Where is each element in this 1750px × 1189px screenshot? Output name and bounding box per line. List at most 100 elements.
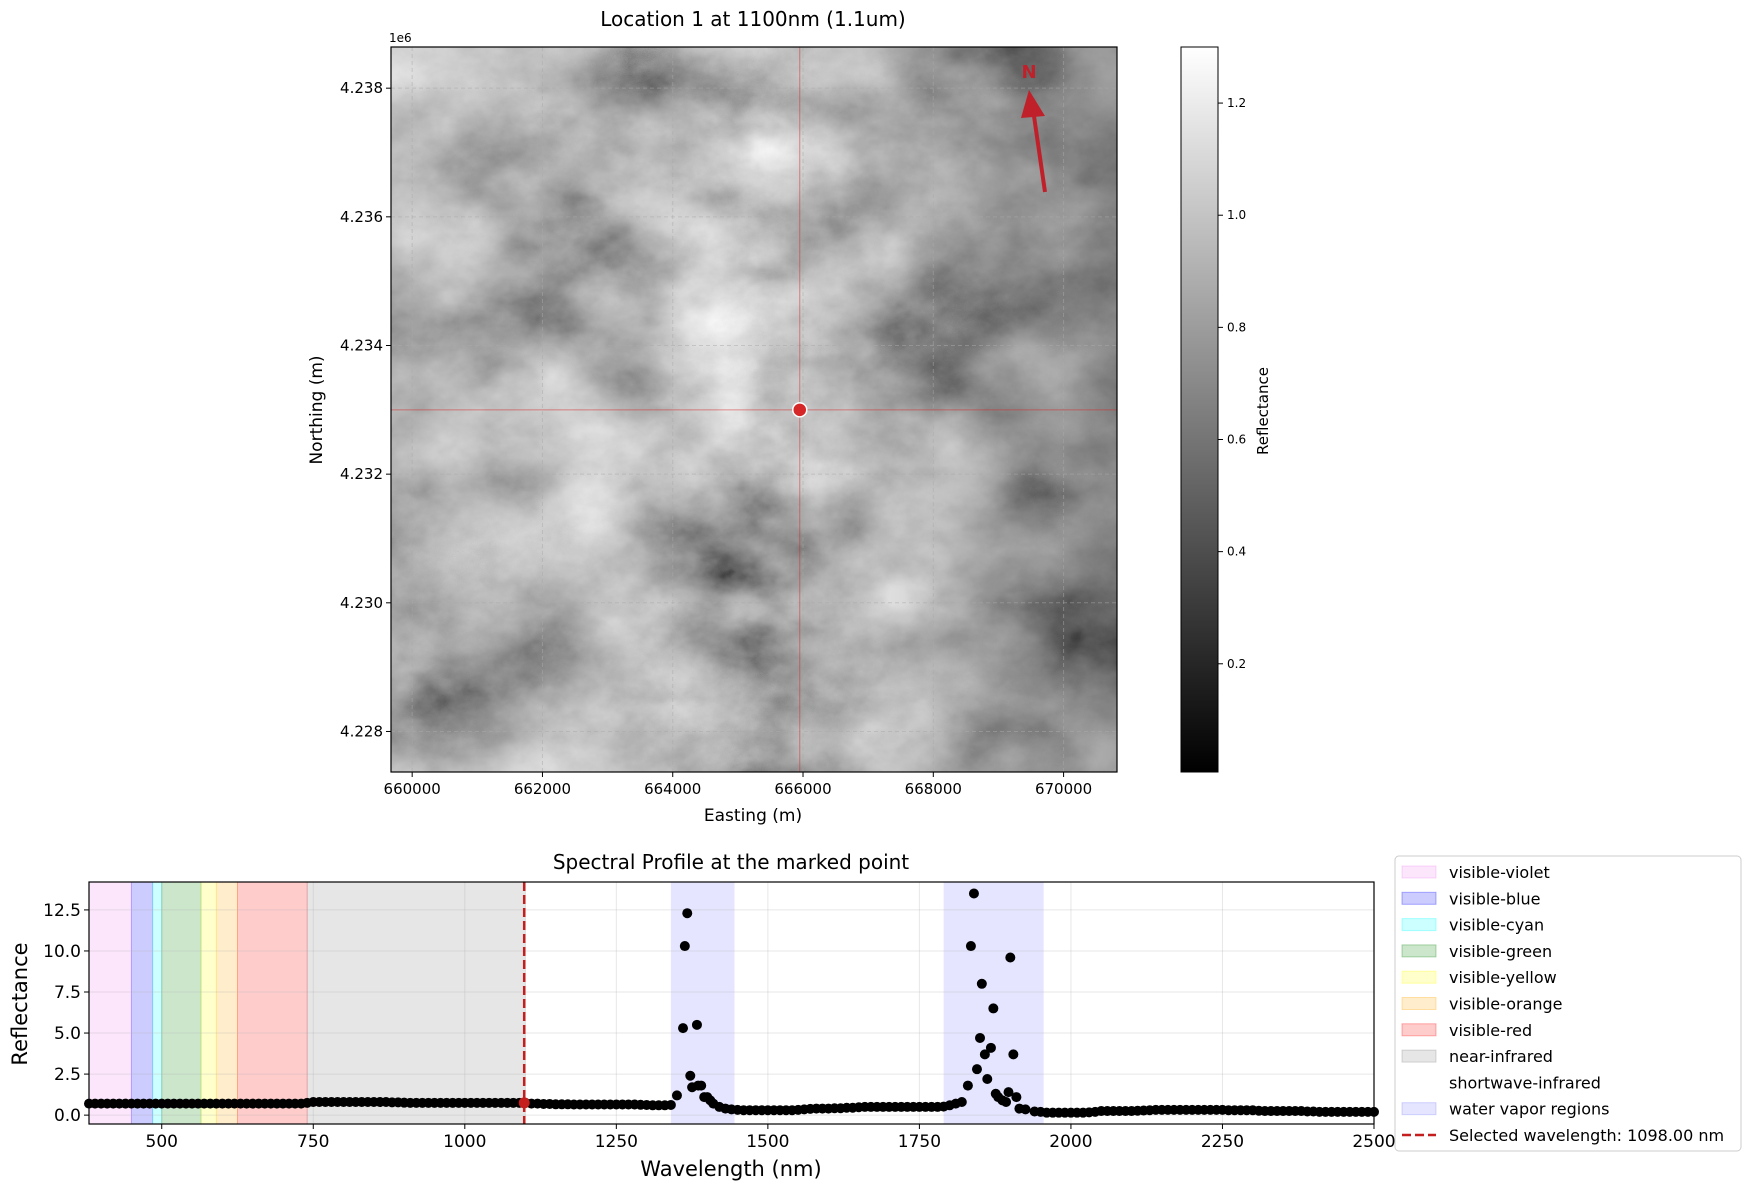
map-xtick-label: 668000 (905, 780, 962, 798)
legend-swatch-visible-orange (1401, 997, 1437, 1010)
spectral-point (665, 1099, 676, 1110)
region-visible-violet (88, 881, 132, 1125)
spectral-point (982, 1074, 993, 1085)
legend-swatch-near-infrared (1401, 1049, 1437, 1063)
colorbar-tick-label: 1.0 (1227, 208, 1246, 222)
legend: visible-violet visible-blue visible-cyan vi… (1394, 855, 1742, 1152)
spectral-ytick-label: 10.0 (43, 942, 81, 962)
spectral-point (965, 941, 976, 952)
spectral-point (691, 1019, 702, 1030)
spectral-xlabel: Wavelength (nm) (640, 1157, 821, 1181)
spectral-point (979, 1049, 990, 1060)
spectral-ytick-label: 0.0 (54, 1106, 81, 1126)
spectral-ytick-label: 2.5 (54, 1065, 81, 1085)
legend-swatch-water vapor regions (1401, 1102, 1437, 1116)
legend-swatch-visible-green (1401, 944, 1437, 958)
spectral-point (968, 888, 979, 899)
spectral-xtick-label: 1500 (746, 1132, 789, 1152)
reflectance-map: N 660000 662000 664000 666000 668000 670000 4.… (340, 46, 1118, 798)
spectral-point (975, 1032, 986, 1043)
map-ticks: 660000 662000 664000 666000 668000 670000 4.22… (340, 79, 1092, 798)
spectral-point (985, 1042, 996, 1053)
spectral-xtick-label: 1250 (595, 1132, 638, 1152)
legend-label: visible-cyan (1449, 916, 1544, 935)
map-xtick-label: 666000 (774, 780, 831, 798)
spectral-point (685, 1070, 696, 1081)
spectral-ytick-label: 5.0 (54, 1024, 81, 1044)
spectral-regions (88, 881, 1044, 1125)
spectral-point (678, 1023, 689, 1034)
map-ytick-label: 4.232 (340, 465, 383, 483)
legend-label: Selected wavelength: 1098.00 nm (1449, 1126, 1724, 1145)
spectral-point (956, 1097, 967, 1107)
map-frame (390, 46, 1118, 773)
spectral-ylabel: Reflectance (8, 942, 32, 1065)
map-xtick-label: 670000 (1035, 780, 1092, 798)
spectral-point (988, 1003, 999, 1014)
spectral-points (84, 888, 1379, 1118)
map-ylabel: Northing (m) (307, 355, 327, 464)
region-visible-green (161, 881, 202, 1125)
legend-swatch-visible-cyan (1401, 918, 1437, 932)
colorbar: 0.2 0.4 0.6 0.8 1.0 1.2 Reflectance (1180, 46, 1272, 773)
region-visible-cyan (152, 881, 163, 1125)
colorbar-tick-label: 0.4 (1227, 545, 1246, 559)
region-water-vapor (943, 882, 1044, 1124)
spectral-ytick-label: 12.5 (43, 901, 81, 921)
selected-point (518, 1097, 530, 1109)
spectral-ticks: 500 750 1000 1250 1500 1750 2000 2250 2500 0.0 2.5… (43, 901, 1395, 1152)
map-ytick-label: 4.236 (340, 208, 383, 226)
spectral-point (1005, 952, 1016, 963)
legend-label: visible-green (1449, 942, 1552, 961)
legend-label: visible-yellow (1449, 968, 1557, 987)
spectral-grid (89, 882, 1375, 1124)
map-ytick-label: 4.230 (340, 594, 383, 612)
colorbar-tick-label: 0.2 (1227, 657, 1246, 671)
colorbar-tick-label: 1.2 (1227, 96, 1246, 110)
legend-swatch-visible-violet (1401, 865, 1437, 879)
spectral-xtick-label: 750 (297, 1132, 329, 1152)
map-xlabel: Easting (m) (704, 806, 802, 826)
map-ytick-label: 4.234 (340, 336, 383, 354)
spectral-point (679, 941, 690, 952)
legend-label: near-infrared (1449, 1047, 1553, 1066)
spectral-point (671, 1090, 682, 1101)
region-visible-orange (215, 881, 239, 1125)
legend-label: water vapor regions (1449, 1100, 1610, 1119)
spectral-xtick-label: 2500 (1352, 1132, 1395, 1152)
region-visible-red (237, 881, 308, 1125)
colorbar-label: Reflectance (1254, 367, 1272, 455)
colorbar-tick-label: 0.8 (1227, 320, 1246, 334)
spectral-title: Spectral Profile at the marked point (553, 850, 909, 874)
map-ytick-label: 4.228 (340, 722, 383, 740)
y-offset-label: 1e6 (389, 31, 412, 45)
spectral-point (696, 1080, 707, 1091)
map-grid (391, 47, 1117, 772)
legend-swatch-visible-blue (1401, 891, 1437, 905)
spectral-xtick-label: 1000 (443, 1132, 486, 1152)
spectral-xtick-label: 1750 (898, 1132, 941, 1152)
spectral-frame (88, 881, 1375, 1125)
spectral-xtick-label: 2250 (1201, 1132, 1244, 1152)
north-arrow: N (1021, 62, 1047, 193)
map-xtick-label: 664000 (644, 780, 701, 798)
spectral-point (682, 908, 693, 919)
marked-point (792, 402, 808, 418)
map-xtick-label: 662000 (514, 780, 571, 798)
spectral-point (1001, 1097, 1012, 1107)
spectral-point (1008, 1049, 1019, 1060)
spectral-ytick-label: 7.5 (54, 983, 81, 1003)
legend-swatch-visible-yellow (1401, 970, 1437, 984)
legend-label: visible-orange (1449, 995, 1563, 1014)
legend-label: shortwave-infrared (1449, 1073, 1601, 1092)
spectral-point (971, 1064, 982, 1075)
spectral-point (1011, 1092, 1022, 1103)
north-label: N (1021, 62, 1036, 83)
map-ytick-label: 4.238 (340, 79, 383, 97)
colorbar-ticks: 0.2 0.4 0.6 0.8 1.0 1.2 (1218, 96, 1246, 671)
spectral-point (976, 978, 987, 989)
spectral-xtick-label: 500 (146, 1132, 178, 1152)
legend-label: visible-violet (1449, 863, 1550, 882)
spectral-point (1003, 1087, 1014, 1098)
